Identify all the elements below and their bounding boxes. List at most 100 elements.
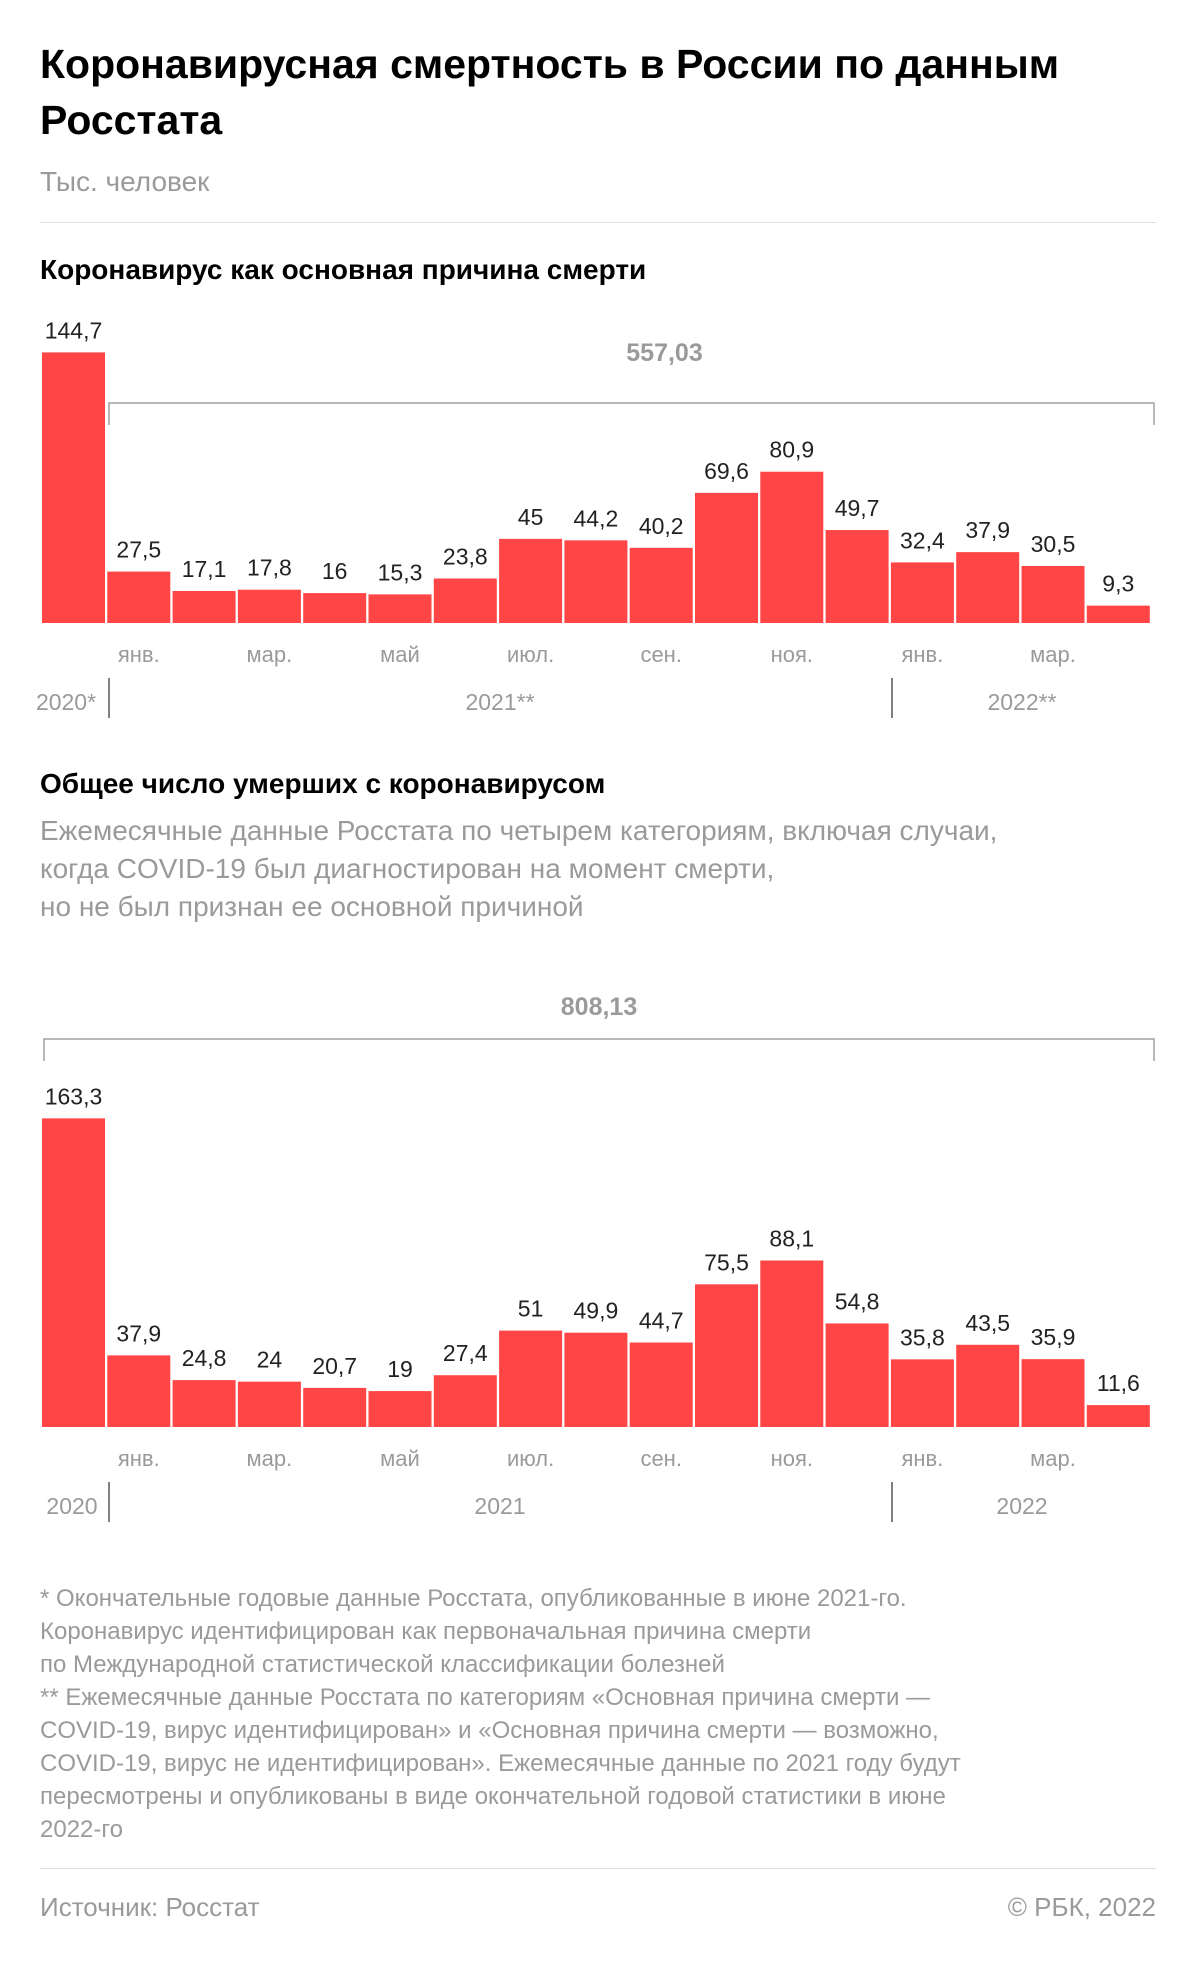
chart2-title: Общее число умерших с коронавирусом (40, 768, 606, 799)
chart-plot: 557,03 144,7 27,5 янв. 17,1 17,8 мар. 16 15,3 май… (36, 317, 1155, 718)
bottom-divider (40, 1868, 1156, 1869)
month-tick-label: сен. (640, 642, 682, 667)
chart1-title: Коронавирус как основная причина смерти (40, 254, 647, 285)
month-tick-label: мар. (1030, 1446, 1076, 1471)
bar (303, 593, 367, 623)
bar-value-label: 32,4 (900, 527, 945, 553)
chart2: 808,13 163,3 37,9 янв. 24,8 24 мар. 20,7 19 май 27… (0, 986, 1200, 1526)
bar (956, 1344, 1020, 1427)
year-label: 2020* (36, 689, 96, 715)
bar-value-label: 75,5 (704, 1249, 749, 1275)
year-label: 2021 (474, 1493, 525, 1519)
bar-value-label: 37,9 (965, 517, 1010, 543)
footnote-line: COVID-19, вирус идентифицирован» и «Осно… (40, 1717, 939, 1744)
bar-value-label: 23,8 (443, 543, 488, 569)
bar (1021, 1359, 1085, 1427)
bar-value-label: 17,1 (182, 556, 227, 582)
bar-value-label: 144,7 (45, 317, 103, 343)
bar-value-label: 35,9 (1031, 1324, 1076, 1350)
total-bracket (108, 402, 1155, 425)
bar (629, 547, 693, 623)
month-tick-label: янв. (118, 1446, 160, 1471)
month-tick-label: янв. (901, 642, 943, 667)
bar (695, 492, 758, 623)
footnote-line: пересмотрены и опубликованы в виде оконч… (40, 1783, 946, 1810)
bar-value-label: 20,7 (312, 1353, 357, 1379)
total-label: 557,03 (626, 339, 702, 367)
footnote-line: по Международной статистической классифи… (40, 1651, 725, 1678)
chart-plot: 808,13 163,3 37,9 янв. 24,8 24 мар. 20,7 19 май 27… (42, 993, 1155, 1522)
month-tick-label: сен. (640, 1446, 682, 1471)
year-label: 2022** (987, 689, 1056, 715)
bar (433, 578, 497, 623)
bar-value-label: 27,5 (116, 537, 161, 563)
footnote-line: 2022-го (40, 1816, 123, 1843)
year-label: 2021** (465, 689, 534, 715)
footnotes: * Окончательные годовые данные Росстата,… (40, 1582, 1160, 1846)
bar-value-label: 11,6 (1097, 1370, 1140, 1396)
bar-value-label: 27,4 (443, 1340, 488, 1366)
description-line: но не был признан ее основной причиной (40, 891, 584, 922)
bar-value-label: 51 (518, 1296, 544, 1322)
bar (629, 1342, 693, 1427)
bar (172, 1380, 236, 1427)
bar (695, 1284, 758, 1427)
month-tick-label: июл. (507, 1446, 554, 1471)
bar-value-label: 19 (387, 1356, 413, 1382)
bar-value-label: 24 (257, 1347, 283, 1373)
bar-value-label: 35,8 (900, 1324, 945, 1350)
bar-value-label: 24,8 (182, 1345, 227, 1371)
bar-value-label: 88,1 (769, 1225, 814, 1251)
chart1: 557,03 144,7 27,5 янв. 17,1 17,8 мар. 16 15,3 май… (0, 300, 1200, 720)
bar-value-label: 49,9 (574, 1298, 619, 1324)
total-bracket (43, 1038, 1155, 1061)
bar-value-label: 16 (322, 558, 348, 584)
bar-value-label: 17,8 (247, 555, 292, 581)
bar (237, 1381, 301, 1427)
month-tick-label: мар. (1030, 642, 1076, 667)
month-tick-label: май (380, 642, 420, 667)
bar (890, 1359, 954, 1427)
bar-value-label: 30,5 (1031, 531, 1076, 557)
bar-value-label: 69,6 (704, 458, 749, 484)
bar (956, 552, 1020, 623)
bar-value-label: 163,3 (45, 1083, 103, 1109)
chart2-description: Ежемесячные данные Росстата по четырем к… (40, 812, 1160, 926)
bar (368, 594, 432, 623)
footnote-line: ** Ежемесячные данные Росстата по катего… (40, 1684, 931, 1711)
page-title: Коронавирусная смертность в России по да… (40, 41, 1060, 143)
footnote-line: * Окончательные годовые данные Росстата,… (40, 1585, 907, 1612)
bar (760, 471, 824, 623)
copyright-label: © РБК, 2022 (1007, 1892, 1156, 1922)
month-tick-label: ноя. (771, 1446, 813, 1471)
month-tick-label: янв. (901, 1446, 943, 1471)
bar (499, 538, 563, 623)
bar (760, 1260, 824, 1427)
bar (368, 1391, 432, 1427)
bar (172, 591, 236, 623)
bar (42, 1118, 105, 1427)
bar-value-label: 45 (518, 504, 544, 530)
bar (825, 530, 889, 623)
bar (42, 352, 105, 623)
bar-value-label: 9,3 (1102, 571, 1134, 597)
bar (890, 562, 954, 623)
description-line: Ежемесячные данные Росстата по четырем к… (40, 815, 998, 846)
bar-value-label: 54,8 (835, 1288, 880, 1314)
year-label: 2020 (46, 1493, 97, 1519)
bar-value-label: 15,3 (378, 559, 423, 585)
month-tick-label: янв. (118, 642, 160, 667)
month-tick-label: июл. (507, 642, 554, 667)
month-tick-label: мар. (247, 1446, 293, 1471)
total-label: 808,13 (561, 993, 637, 1021)
bar (1021, 565, 1085, 623)
bar-value-label: 40,2 (639, 513, 684, 539)
bar (237, 589, 301, 623)
bar (499, 1330, 563, 1427)
bar (825, 1323, 889, 1427)
bar (107, 1355, 171, 1427)
top-divider (40, 222, 1156, 223)
footnote-line: COVID-19, вирус не идентифицирован». Еже… (40, 1750, 961, 1777)
source-label: Источник: Росстат (40, 1892, 260, 1922)
description-line: когда COVID-19 был диагностирован на мом… (40, 853, 775, 884)
